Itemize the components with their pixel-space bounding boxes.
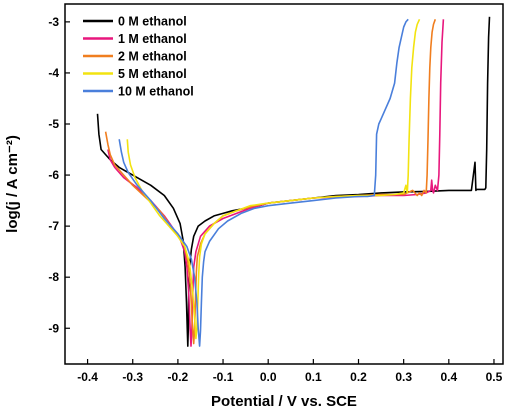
x-tick-label: 0.2 [350, 370, 367, 384]
y-axis-ticks: -3 -4 -5 -6 -7 -8 -9 [48, 15, 70, 335]
legend-label-4: 10 M ethanol [118, 85, 194, 99]
y-tick-label: -4 [48, 66, 59, 80]
x-tick-label: -0.4 [77, 370, 98, 384]
series-layer [96, 16, 491, 347]
y-axis-label: log(j / A cm⁻²) [4, 135, 21, 233]
y-tick-label: -3 [48, 15, 59, 29]
y-tick-label: -8 [48, 270, 59, 284]
legend-label-2: 2 M ethanol [118, 50, 187, 64]
y-tick-label: -5 [48, 117, 59, 131]
series-line-0 [96, 16, 491, 347]
series-line-4 [118, 18, 409, 347]
legend-label-1: 1 M ethanol [118, 32, 187, 46]
x-axis-label: Potential / V vs. SCE [211, 393, 357, 410]
series-line-3 [126, 18, 421, 340]
x-tick-label: 0.5 [486, 370, 503, 384]
x-tick-label: 0.1 [305, 370, 322, 384]
x-tick-label: -0.3 [122, 370, 143, 384]
y-tick-label: -9 [48, 321, 59, 335]
y-tick-label: -6 [48, 168, 59, 182]
x-tick-label: 0.3 [395, 370, 412, 384]
x-tick-label: 0.0 [260, 370, 277, 384]
plot-frame [64, 3, 504, 365]
x-axis-ticks: -0.4 -0.3 -0.2 -0.1 0.0 0.1 0.2 0.3 0.4 0.5 [77, 359, 503, 384]
legend: 0 M ethanol 1 M ethanol 2 M ethanol 5 M eth… [83, 15, 194, 99]
legend-label-3: 5 M ethanol [118, 67, 187, 81]
y-tick-label: -7 [48, 219, 59, 233]
legend-label-0: 0 M ethanol [118, 15, 187, 29]
x-tick-label: 0.4 [440, 370, 457, 384]
x-tick-label: -0.2 [168, 370, 189, 384]
x-tick-label: -0.1 [213, 370, 234, 384]
